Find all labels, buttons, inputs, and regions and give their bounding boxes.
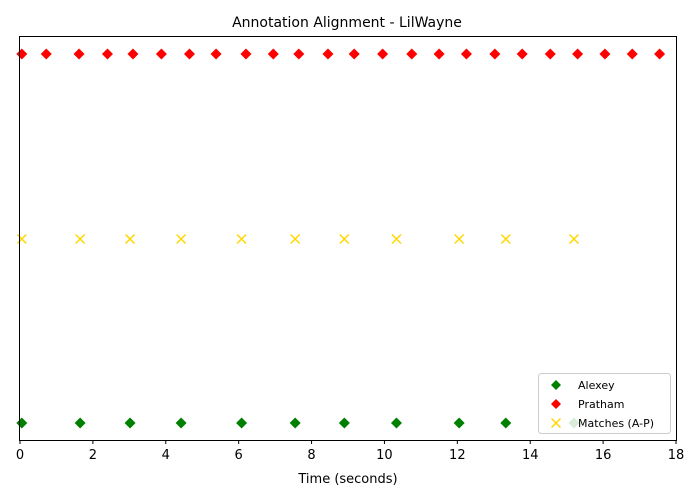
point-pratham-11 xyxy=(322,48,334,60)
chart-title: Annotation Alignment - LilWayne xyxy=(232,15,462,31)
x-axis: 0 2 4 6 8 10 12 14 16 18 xyxy=(16,440,684,463)
point-matches-a-p-7 xyxy=(391,233,402,245)
point-alexey-1 xyxy=(74,417,86,429)
point-pratham-20 xyxy=(572,48,584,60)
point-pratham-2 xyxy=(73,48,85,60)
x-tick-label-0: 0 xyxy=(16,448,24,463)
legend-marker-alexey xyxy=(551,380,561,390)
point-matches-a-p-1 xyxy=(75,233,86,245)
legend-label-matches-a-p: Matches (A-P) xyxy=(578,417,654,430)
x-tick-label-14: 14 xyxy=(522,448,539,463)
x-tick-label-12: 12 xyxy=(449,448,466,463)
x-tick-label-8: 8 xyxy=(307,448,315,463)
point-pratham-22 xyxy=(626,48,638,60)
point-pratham-19 xyxy=(544,48,556,60)
x-tick-label-2: 2 xyxy=(89,448,97,463)
point-alexey-3 xyxy=(175,417,187,429)
point-matches-a-p-7-stroke-b xyxy=(391,233,402,245)
point-pratham-5 xyxy=(155,48,167,60)
legend: Alexey Pratham Matches (A-P) xyxy=(538,373,671,434)
legend-label-alexey: Alexey xyxy=(578,379,615,392)
point-alexey-2 xyxy=(124,417,136,429)
point-pratham-1 xyxy=(40,48,52,60)
point-pratham-6 xyxy=(183,48,195,60)
point-matches-a-p-6 xyxy=(339,233,350,245)
plot-frame xyxy=(19,36,677,441)
legend-marker-matches-a-p xyxy=(550,417,562,429)
point-matches-a-p-10 xyxy=(568,233,579,245)
point-alexey-6 xyxy=(338,417,350,429)
legend-box xyxy=(538,373,671,434)
point-matches-a-p-3-stroke-b xyxy=(176,233,187,245)
point-pratham-7 xyxy=(210,48,222,60)
point-matches-a-p-9 xyxy=(500,233,511,245)
point-matches-a-p-9-stroke-b xyxy=(500,233,511,245)
point-pratham-21 xyxy=(599,48,611,60)
legend-marker-pratham xyxy=(551,399,561,409)
point-matches-a-p-5 xyxy=(290,233,301,245)
point-pratham-13 xyxy=(377,48,389,60)
point-pratham-17 xyxy=(489,48,501,60)
point-pratham-3 xyxy=(101,48,113,60)
point-alexey-4 xyxy=(236,417,248,429)
x-tick-label-16: 16 xyxy=(595,448,612,463)
point-matches-a-p-10-stroke-b xyxy=(568,233,579,245)
point-matches-a-p-0 xyxy=(16,233,27,245)
point-pratham-14 xyxy=(406,48,418,60)
point-pratham-9 xyxy=(267,48,279,60)
point-matches-a-p-4 xyxy=(236,233,247,245)
point-matches-a-p-3 xyxy=(176,233,187,245)
point-pratham-10 xyxy=(293,48,305,60)
point-pratham-15 xyxy=(433,48,445,60)
x-tick-label-4: 4 xyxy=(162,448,170,463)
point-pratham-4 xyxy=(127,48,139,60)
point-alexey-8 xyxy=(453,417,465,429)
x-tick-label-6: 6 xyxy=(235,448,243,463)
x-axis-label: Time (seconds) xyxy=(297,472,397,487)
point-matches-a-p-2-stroke-b xyxy=(125,233,136,245)
point-pratham-18 xyxy=(516,48,528,60)
point-pratham-23 xyxy=(654,48,666,60)
point-alexey-5 xyxy=(289,417,301,429)
x-tick-label-10: 10 xyxy=(376,448,393,463)
x-tick-label-18: 18 xyxy=(668,448,685,463)
point-pratham-16 xyxy=(460,48,472,60)
legend-marker-matches-a-p-stroke-b xyxy=(550,417,562,429)
point-pratham-0 xyxy=(16,48,28,60)
point-pratham-12 xyxy=(348,48,360,60)
point-pratham-8 xyxy=(240,48,252,60)
point-matches-a-p-8-stroke-b xyxy=(454,233,465,245)
point-matches-a-p-0-stroke-b xyxy=(16,233,27,245)
point-alexey-9 xyxy=(500,417,512,429)
legend-label-pratham: Pratham xyxy=(578,398,624,411)
point-matches-a-p-5-stroke-b xyxy=(290,233,301,245)
point-alexey-0 xyxy=(16,417,28,429)
point-matches-a-p-1-stroke-b xyxy=(75,233,86,245)
point-matches-a-p-2 xyxy=(125,233,136,245)
point-alexey-7 xyxy=(390,417,402,429)
point-matches-a-p-4-stroke-b xyxy=(236,233,247,245)
point-matches-a-p-8 xyxy=(454,233,465,245)
point-matches-a-p-6-stroke-b xyxy=(339,233,350,245)
chart-marks xyxy=(16,48,666,429)
